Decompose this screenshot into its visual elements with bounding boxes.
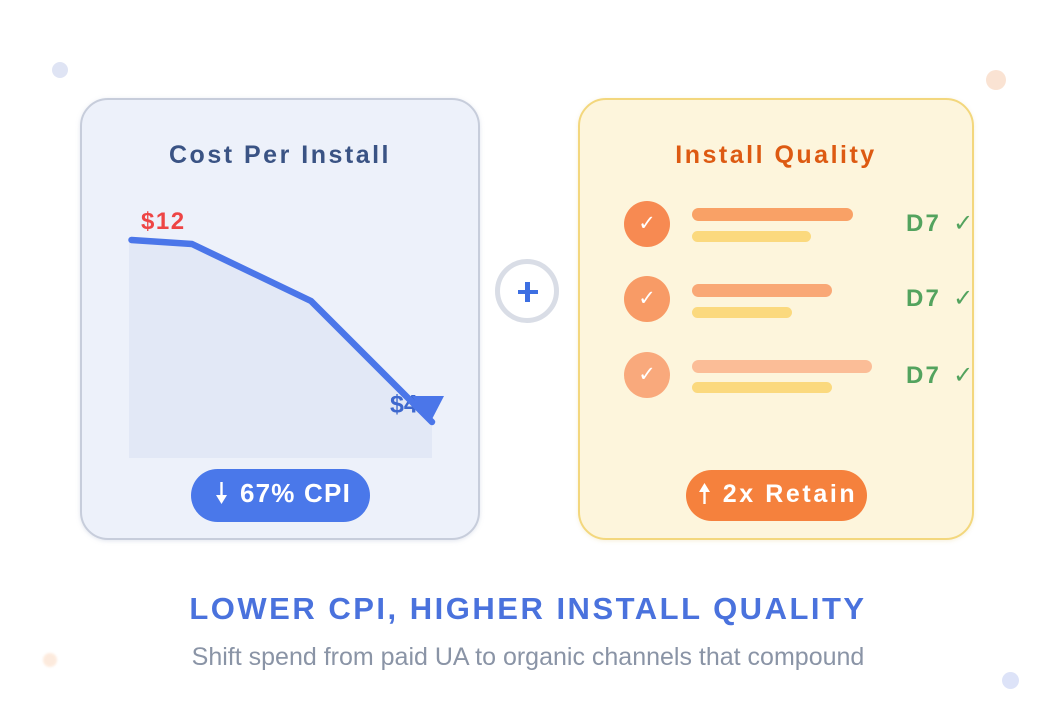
svg-text:$12: $12 bbox=[141, 208, 186, 235]
